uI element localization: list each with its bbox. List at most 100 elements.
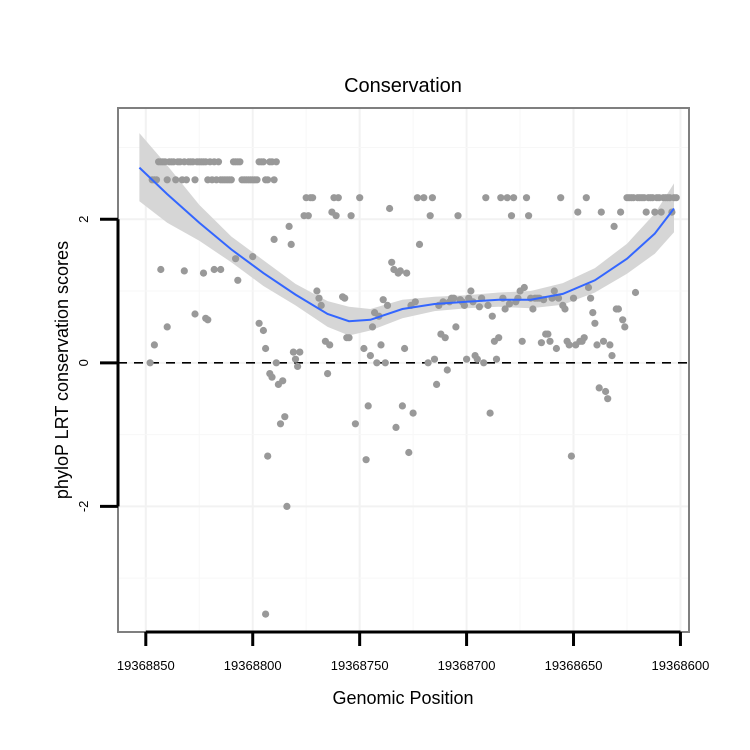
data-point bbox=[163, 176, 171, 184]
data-point bbox=[279, 377, 287, 385]
data-point bbox=[366, 352, 374, 360]
data-point bbox=[326, 341, 334, 349]
data-point bbox=[332, 212, 340, 220]
data-point bbox=[602, 387, 610, 396]
data-point bbox=[614, 305, 623, 313]
data-point bbox=[388, 258, 396, 266]
data-point bbox=[287, 240, 295, 248]
panel-background bbox=[118, 108, 689, 632]
data-point bbox=[460, 301, 468, 309]
data-point bbox=[351, 420, 359, 428]
data-point bbox=[509, 194, 518, 202]
data-point bbox=[503, 194, 511, 202]
data-point bbox=[259, 158, 267, 166]
data-point bbox=[672, 194, 680, 202]
data-point bbox=[172, 176, 180, 184]
data-point bbox=[227, 176, 235, 184]
data-point bbox=[334, 194, 342, 202]
data-point bbox=[617, 208, 625, 216]
data-point bbox=[262, 610, 270, 618]
data-point bbox=[347, 212, 355, 220]
data-point bbox=[495, 334, 503, 342]
data-point bbox=[501, 305, 509, 313]
data-point bbox=[296, 348, 304, 356]
data-point bbox=[452, 323, 460, 331]
data-point bbox=[587, 294, 595, 302]
chart-title: Conservation bbox=[344, 75, 462, 97]
data-point bbox=[313, 287, 321, 295]
data-point bbox=[255, 319, 263, 327]
data-point bbox=[146, 359, 154, 367]
data-point bbox=[262, 344, 270, 353]
data-point bbox=[268, 373, 276, 381]
data-point bbox=[518, 337, 526, 345]
x-tick-label: 19368800 bbox=[224, 658, 282, 673]
data-point bbox=[589, 309, 597, 317]
data-point bbox=[345, 334, 353, 342]
data-point bbox=[546, 337, 554, 345]
data-point bbox=[403, 269, 411, 277]
data-point bbox=[484, 301, 492, 309]
data-point bbox=[157, 265, 165, 274]
data-point bbox=[210, 265, 218, 274]
data-point bbox=[392, 423, 400, 431]
data-point bbox=[291, 355, 300, 363]
data-point bbox=[386, 204, 394, 213]
data-point bbox=[433, 380, 441, 388]
data-point bbox=[454, 212, 462, 220]
data-point bbox=[486, 409, 494, 417]
x-axis-label: Genomic Position bbox=[332, 688, 473, 708]
data-point bbox=[565, 341, 573, 349]
data-point bbox=[204, 316, 212, 324]
data-point bbox=[428, 194, 436, 202]
data-point bbox=[191, 176, 199, 184]
data-point bbox=[424, 359, 432, 367]
data-point bbox=[253, 176, 261, 184]
data-point bbox=[232, 255, 240, 263]
data-point bbox=[426, 212, 434, 220]
data-point bbox=[182, 176, 190, 184]
data-point bbox=[413, 194, 421, 202]
data-point bbox=[150, 341, 158, 349]
data-point bbox=[180, 267, 188, 275]
data-point bbox=[595, 384, 603, 392]
data-point bbox=[430, 355, 439, 363]
data-point bbox=[264, 452, 272, 460]
data-point bbox=[569, 294, 578, 302]
data-point bbox=[276, 420, 285, 428]
data-point bbox=[514, 294, 522, 302]
data-point bbox=[163, 323, 171, 331]
data-point bbox=[597, 208, 605, 216]
data-point bbox=[214, 158, 223, 166]
data-point bbox=[272, 359, 280, 367]
data-point bbox=[537, 339, 546, 347]
data-point bbox=[259, 326, 267, 335]
data-point bbox=[294, 362, 302, 370]
data-point bbox=[281, 413, 289, 421]
data-point bbox=[657, 208, 665, 216]
data-point bbox=[415, 240, 424, 248]
data-point bbox=[383, 301, 392, 309]
data-point bbox=[373, 359, 381, 367]
data-point bbox=[364, 402, 372, 410]
data-point bbox=[272, 158, 280, 166]
data-point bbox=[441, 334, 449, 342]
data-point bbox=[544, 330, 552, 338]
data-point bbox=[368, 323, 377, 331]
confidence-ribbon bbox=[139, 133, 674, 336]
data-point bbox=[525, 212, 533, 220]
smooth-trend-line bbox=[138, 166, 675, 323]
data-point bbox=[217, 265, 225, 274]
data-point bbox=[619, 316, 627, 324]
data-point bbox=[450, 294, 458, 302]
data-point bbox=[475, 303, 483, 311]
data-point bbox=[381, 359, 389, 367]
data-point bbox=[574, 208, 582, 216]
x-tick-label: 19368600 bbox=[652, 658, 710, 673]
data-point bbox=[591, 319, 599, 327]
x-tick-label: 19368700 bbox=[438, 658, 496, 673]
data-point bbox=[599, 337, 608, 345]
data-point bbox=[362, 456, 370, 464]
data-point bbox=[199, 269, 208, 277]
